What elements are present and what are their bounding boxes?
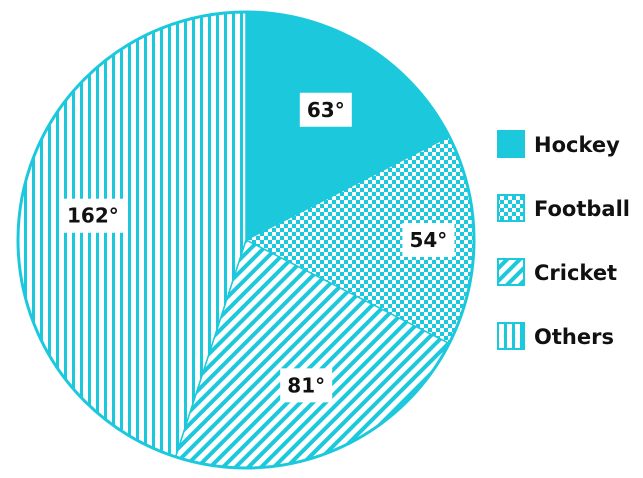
slice-label-cricket: 81° <box>280 368 333 403</box>
legend-swatch-cricket <box>497 258 525 286</box>
slice-value-text: 54° <box>409 228 447 252</box>
legend-label: Hockey <box>534 133 620 157</box>
slice-label-box <box>280 368 333 403</box>
slice-value-text: 81° <box>287 373 325 397</box>
slice-value-text: 63° <box>307 98 345 122</box>
legend-swatch-others <box>497 322 525 350</box>
slice-label-hockey: 63° <box>299 92 352 127</box>
slice-label-box <box>299 92 352 127</box>
legend-swatch-football <box>497 194 525 222</box>
legend-item-cricket: Cricket <box>497 258 617 286</box>
legend-label: Football <box>534 197 630 221</box>
slice-value-text: 162° <box>67 204 119 228</box>
pie-outline <box>16 10 476 470</box>
slice-label-football: 54° <box>402 223 455 257</box>
legend-item-football: Football <box>497 194 630 222</box>
slice-label-others: 162° <box>60 198 125 233</box>
legend-label: Others <box>534 325 614 349</box>
slice-label-box <box>60 198 125 233</box>
legend: Hockey Football Cricket Others <box>497 130 630 350</box>
slice-label-box <box>402 223 455 257</box>
legend-item-hockey: Hockey <box>497 130 620 158</box>
slice-labels: 63° 54° 81° 162° <box>60 92 455 403</box>
legend-label: Cricket <box>534 261 617 285</box>
pie-slices <box>17 11 475 469</box>
legend-swatch-hockey <box>497 130 525 158</box>
legend-item-others: Others <box>497 322 614 350</box>
